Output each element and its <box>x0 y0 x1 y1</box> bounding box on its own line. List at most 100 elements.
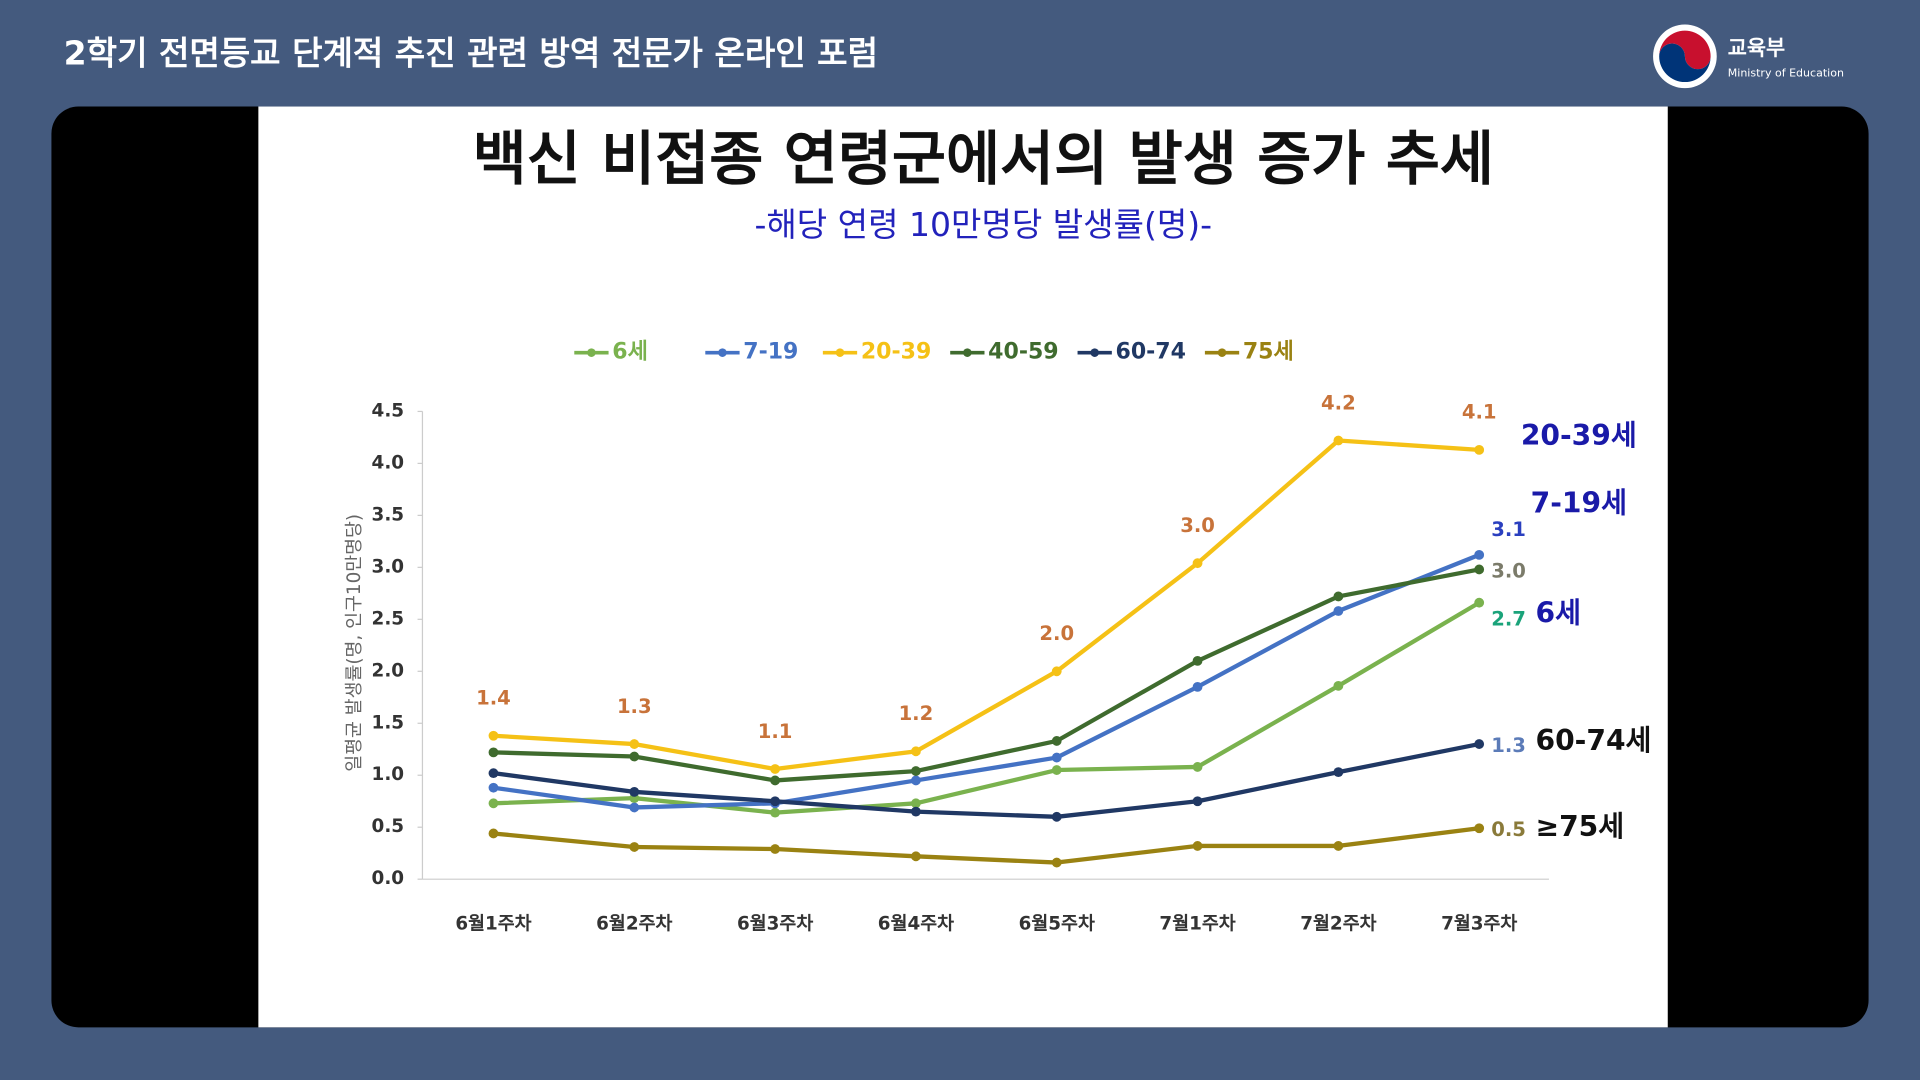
series-line <box>493 826 1480 865</box>
annotation: ≥75세 <box>1536 810 1625 843</box>
data-point <box>1474 549 1485 560</box>
data-point <box>1333 767 1344 778</box>
data-point <box>911 798 921 809</box>
data-point <box>911 806 921 817</box>
data-point <box>1192 681 1203 692</box>
data-point <box>1333 680 1344 691</box>
value-label: 4.1 <box>1462 401 1497 424</box>
data-point <box>911 851 921 862</box>
legend-dot <box>1090 348 1099 357</box>
annotation: 6세 <box>1536 597 1582 630</box>
data-point <box>1051 736 1062 746</box>
y-tick-label: 4.0 <box>372 452 405 473</box>
data-point <box>488 782 499 793</box>
x-tick-label: 6월1주차 <box>455 913 531 934</box>
value-label: 4.2 <box>1321 391 1356 414</box>
legend-dot <box>835 348 845 357</box>
header-title: 2학기 전면등교 단계적 추진 관련 방역 전문가 온라인 포럼 <box>64 34 878 73</box>
legend-label: 75세 <box>1243 340 1294 365</box>
annotation: 20-39세 <box>1521 419 1637 452</box>
data-point <box>629 842 640 852</box>
data-point <box>488 747 499 758</box>
data-point <box>488 730 499 741</box>
slide <box>258 106 1668 1028</box>
annotation: 7-19세 <box>1531 486 1627 519</box>
data-point <box>1474 597 1485 608</box>
y-tick-label: 0.0 <box>372 868 405 889</box>
logo-blue <box>1659 43 1711 83</box>
value-label: 2.0 <box>1039 622 1074 645</box>
value-label: 1.4 <box>476 687 511 710</box>
chart-title: 백신 비접종 연령군에서의 발생 증가 추세 <box>473 124 1494 193</box>
data-point <box>770 807 780 818</box>
annotation: 60-74세 <box>1536 724 1652 757</box>
data-point <box>1474 823 1485 834</box>
data-point <box>1051 765 1062 775</box>
y-axis-label: 일평균 발생률(명, 인구10만명당) <box>344 514 365 772</box>
data-point <box>770 844 780 854</box>
data-point <box>1333 435 1344 446</box>
series-line <box>493 552 1480 810</box>
data-point <box>1333 606 1344 616</box>
y-tick-label: 2.5 <box>372 608 405 629</box>
legend-label: 6세 <box>612 340 648 365</box>
value-label: 0.5 <box>1491 818 1526 841</box>
logo-name: 교육부 <box>1728 36 1785 60</box>
logo-subtitle: Ministry of Education <box>1728 66 1844 79</box>
data-point <box>488 798 499 809</box>
data-point <box>1333 591 1344 602</box>
data-point <box>1192 841 1203 851</box>
x-tick-label: 7월2주차 <box>1300 913 1376 934</box>
data-point <box>1051 752 1062 763</box>
logo-red <box>1659 30 1711 70</box>
legend-dot <box>1217 348 1227 357</box>
data-point <box>770 796 780 807</box>
data-point <box>1192 796 1203 807</box>
data-point <box>1192 762 1203 772</box>
data-point <box>1474 564 1485 575</box>
x-tick-label: 6월2주차 <box>596 913 672 934</box>
legend-dot <box>963 348 972 357</box>
data-point <box>1192 558 1203 569</box>
data-point <box>1051 811 1062 822</box>
data-point <box>488 828 499 839</box>
legend-label: 20-39 <box>861 340 931 365</box>
data-point <box>629 786 640 797</box>
value-label: 1.3 <box>1491 734 1526 757</box>
value-label: 3.0 <box>1491 559 1526 582</box>
data-point <box>1333 841 1344 851</box>
y-tick-label: 3.5 <box>372 504 405 525</box>
data-point <box>1474 444 1485 455</box>
x-tick-label: 6월4주차 <box>878 913 954 934</box>
series-line <box>493 438 1480 772</box>
legend-dot <box>718 348 727 357</box>
x-tick-label: 7월1주차 <box>1159 913 1235 934</box>
y-tick-label: 1.0 <box>372 764 405 785</box>
legend-label: 7-19 <box>743 340 798 365</box>
legend-dot <box>587 348 596 357</box>
value-label: 3.0 <box>1180 514 1215 537</box>
data-point <box>1051 857 1062 868</box>
data-point <box>488 768 499 779</box>
y-tick-label: 1.5 <box>372 712 405 733</box>
y-tick-label: 0.5 <box>372 816 405 837</box>
data-point <box>629 751 640 762</box>
data-point <box>911 746 921 757</box>
y-tick-label: 3.0 <box>372 556 405 577</box>
data-point <box>770 764 780 774</box>
x-tick-label: 6월5주차 <box>1019 913 1095 934</box>
value-label: 1.1 <box>758 720 793 743</box>
value-label: 3.1 <box>1491 518 1526 541</box>
x-tick-label: 7월3주차 <box>1441 913 1517 934</box>
data-point <box>629 739 640 749</box>
value-label: 1.3 <box>617 695 652 718</box>
legend-label: 60-74 <box>1116 340 1186 365</box>
x-tick-label: 6월3주차 <box>737 913 813 934</box>
value-label: 2.7 <box>1491 607 1526 630</box>
legend-label: 40-59 <box>988 340 1058 365</box>
data-point <box>629 802 640 813</box>
y-tick-label: 2.0 <box>372 660 405 681</box>
data-point <box>911 775 921 786</box>
